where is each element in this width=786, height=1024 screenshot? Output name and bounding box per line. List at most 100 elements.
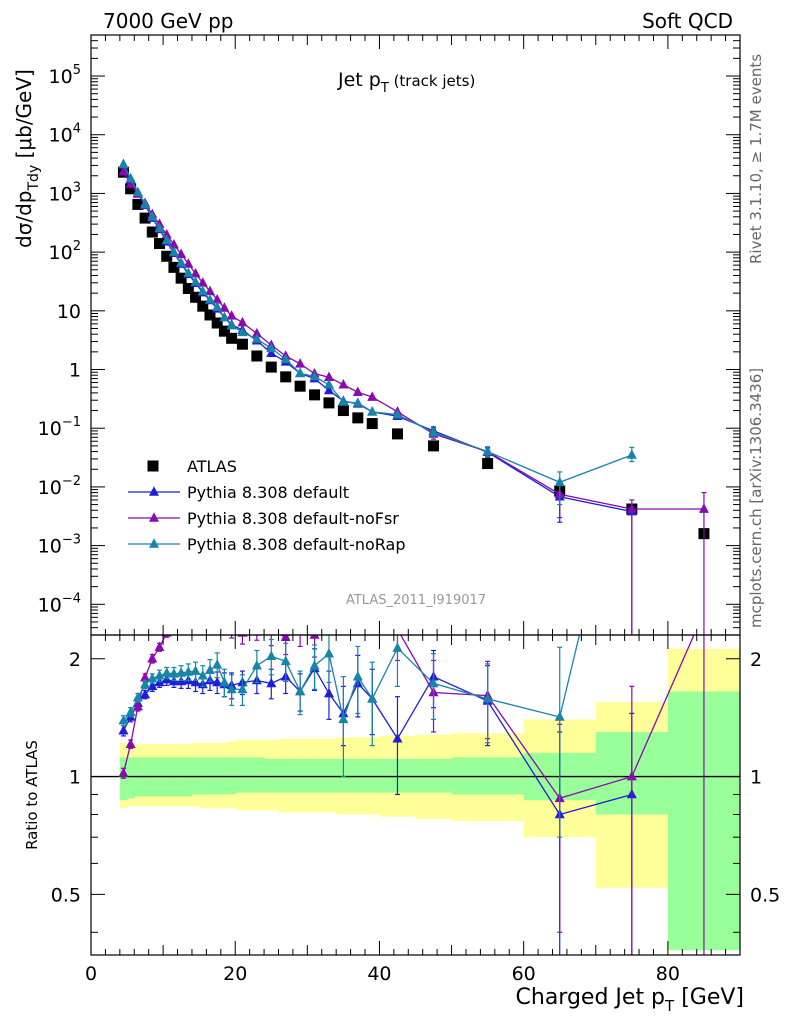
ratio-point <box>118 767 129 778</box>
ratio-point <box>132 700 143 711</box>
ratio-point <box>226 683 237 694</box>
data-point <box>338 379 349 389</box>
data-point <box>190 276 201 286</box>
legend-label: ATLAS <box>187 457 237 476</box>
data-point <box>182 283 194 295</box>
legend-marker-triangle <box>149 538 159 548</box>
uncertainty-band-inner <box>228 757 236 795</box>
ratio-point <box>309 659 320 670</box>
ratio-point <box>338 713 349 724</box>
y-tick-label-base: 10 <box>38 418 62 440</box>
x-axis-label-suffix: [GeV] <box>674 985 744 1010</box>
ratio-point <box>266 677 277 688</box>
data-point <box>428 440 440 452</box>
data-point <box>125 178 136 188</box>
ratio-point <box>161 667 172 677</box>
y-tick-label: 105 <box>49 63 81 88</box>
x-tick-label: 0 <box>85 963 97 985</box>
ratio-panel-bands <box>91 648 741 951</box>
data-point <box>175 272 187 284</box>
y-tick-label-base: 10 <box>57 301 81 323</box>
ratio-point <box>176 611 186 621</box>
ratio-point <box>205 613 215 623</box>
series-pythia-1 <box>118 159 637 635</box>
x-tick-label: 60 <box>512 963 536 985</box>
uncertainty-band-inner <box>206 757 214 795</box>
uncertainty-band-inner <box>350 758 366 793</box>
data-point <box>295 358 306 368</box>
y-tick-label: 102 <box>49 239 81 264</box>
y-tick-label-exp: 2 <box>73 239 81 254</box>
data-point <box>211 317 223 329</box>
data-point <box>626 503 637 513</box>
data-point <box>139 212 151 224</box>
ratio-y-tick-label: 2 <box>69 649 81 671</box>
data-point <box>147 211 158 221</box>
y-tick-label: 10 <box>57 301 81 323</box>
uncertainty-band-inner <box>127 757 135 799</box>
uncertainty-band-inner <box>307 758 323 793</box>
y-tick-label-base: 1 <box>69 360 81 382</box>
data-point <box>482 458 494 470</box>
data-point <box>295 367 306 378</box>
y-tick-label: 10−4 <box>38 591 81 616</box>
ratio-point <box>266 650 277 661</box>
data-point <box>251 333 262 343</box>
data-point <box>190 267 201 278</box>
y-tick-label-base: 10 <box>49 66 73 88</box>
data-point <box>161 234 172 244</box>
main-panel-series <box>117 158 710 635</box>
uncertainty-band-inner <box>264 758 279 793</box>
x-axis-label-sub: T <box>664 997 675 1015</box>
uncertainty-band-inner <box>220 757 229 795</box>
header-left: 7000 GeV pp <box>103 9 234 33</box>
data-point <box>183 258 194 268</box>
data-point <box>392 408 403 419</box>
ratio-point <box>428 677 439 688</box>
data-point <box>237 326 248 337</box>
ratio-point <box>280 655 291 666</box>
uncertainty-band-inner <box>321 758 337 793</box>
data-point <box>280 353 291 363</box>
data-point <box>367 406 378 416</box>
ratio-panel-series <box>118 611 705 955</box>
data-point <box>190 291 202 303</box>
main-title-suffix: (track jets) <box>389 72 476 90</box>
ratio-point <box>367 693 378 703</box>
series-line <box>122 163 633 483</box>
data-point <box>265 361 277 373</box>
y-axis-label-suffix: [μb/GeV] <box>12 69 36 165</box>
data-point <box>236 338 248 350</box>
ratio-point <box>154 641 165 652</box>
data-point <box>197 300 209 312</box>
data-point <box>352 386 363 397</box>
ratio-point <box>154 670 165 680</box>
y-tick-label: 103 <box>49 180 81 205</box>
series-pythia-3 <box>118 158 637 506</box>
legend-marker-triangle <box>149 512 159 522</box>
data-point <box>309 389 321 401</box>
legend-marker-square <box>147 460 159 472</box>
ratio-point <box>219 676 230 687</box>
y-axis-label-text: dσ/dp <box>12 191 36 249</box>
ratio-panel-axes: 0.5 0.51 12 20 20 40 60 80 <box>51 635 780 985</box>
ratio-point <box>237 683 248 694</box>
uncertainty-band-inner <box>451 757 525 795</box>
data-point <box>168 238 179 249</box>
ratio-point <box>132 692 143 702</box>
y-tick-label: 10−3 <box>38 533 81 558</box>
y-axis-label-sub: Tdy <box>26 165 42 192</box>
data-point <box>197 277 208 287</box>
y-tick-label-exp: 3 <box>73 180 81 195</box>
data-point <box>204 285 215 296</box>
data-point <box>352 412 364 424</box>
ratio-panel: 0.5 0.51 12 20 20 40 60 80 Ratio to ATLAS Charg… <box>23 611 780 1015</box>
ratio-point <box>169 619 179 629</box>
ratio-point <box>482 693 493 703</box>
ratio-point <box>309 635 320 639</box>
watermark: ATLAS_2011_I919017 <box>346 593 486 608</box>
ratio-y-tick-label-right: 2 <box>750 649 762 671</box>
ratio-point <box>168 668 179 678</box>
